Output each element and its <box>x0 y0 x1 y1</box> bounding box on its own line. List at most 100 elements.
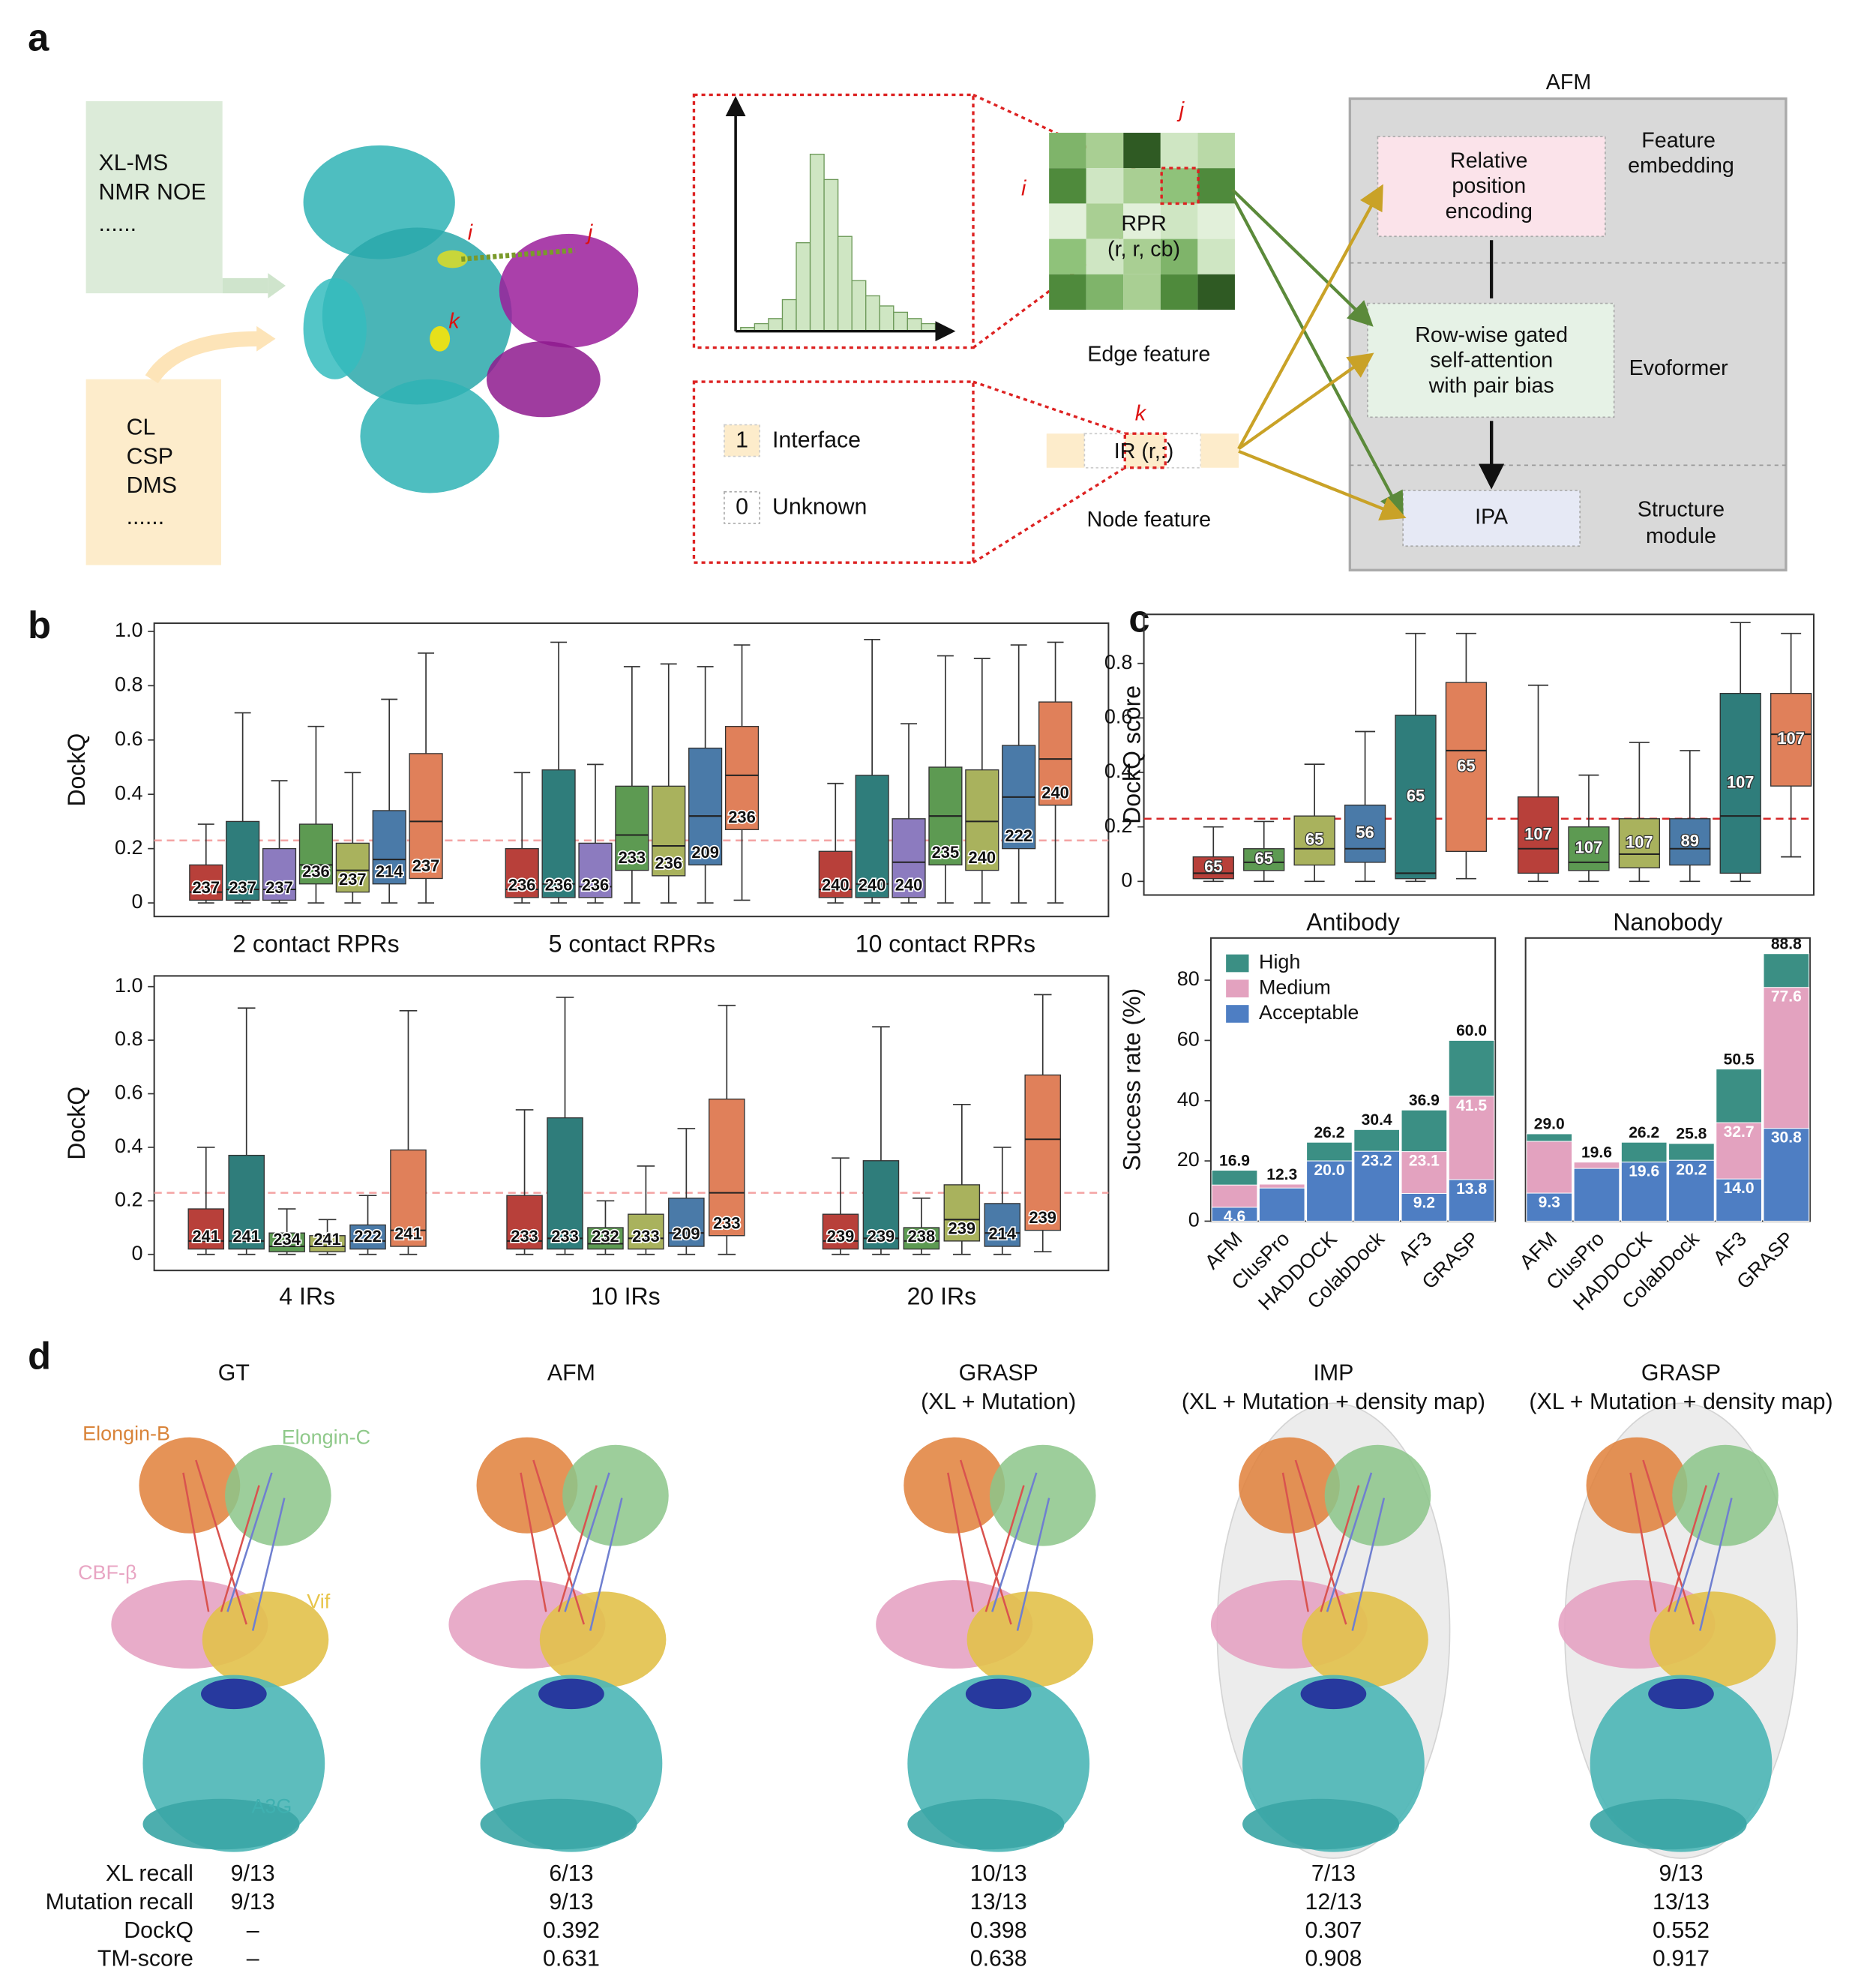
heatmap-cell <box>1197 203 1235 239</box>
y-tick-label: 1.0 <box>115 619 143 641</box>
value-label: 60.0 <box>1456 1022 1487 1039</box>
box <box>187 1208 225 1250</box>
y-tick-label: 0.4 <box>1104 760 1133 782</box>
protein-structure <box>303 145 639 493</box>
value-label: 50.5 <box>1724 1051 1755 1068</box>
heatmap-cell <box>1049 168 1086 204</box>
row-label: Mutation recall <box>46 1890 193 1915</box>
heatmap-cell <box>1197 133 1235 169</box>
box <box>855 775 889 898</box>
heatmap-cell <box>1123 133 1161 169</box>
column-title: GT <box>218 1360 250 1385</box>
bar <box>1526 1192 1573 1222</box>
count-label: 239 <box>948 1219 976 1237</box>
table-cell: 7/13 <box>1311 1861 1356 1886</box>
rpr-label: RPR <box>1121 212 1166 236</box>
count-label: 107 <box>1524 824 1552 843</box>
box <box>309 1235 346 1252</box>
count-label: 240 <box>1041 783 1069 802</box>
count-label: 239 <box>868 1227 895 1246</box>
value-label: 41.5 <box>1456 1097 1487 1114</box>
module-label: Relative <box>1450 148 1527 172</box>
heatmap-cell <box>1160 133 1198 169</box>
node-cell <box>1123 432 1167 469</box>
value-label: 13.8 <box>1456 1180 1487 1198</box>
code-label: Unknown <box>772 495 867 520</box>
heatmap-cell <box>1049 203 1086 239</box>
heatmap-cell <box>1160 274 1198 310</box>
input-label: ...... <box>98 211 136 236</box>
value-label: 32.7 <box>1724 1123 1755 1141</box>
edge-caption: Edge feature <box>1087 342 1210 366</box>
heatmap-cell <box>1160 238 1198 274</box>
histogram-bar <box>781 298 797 332</box>
ir-label: IR (r,:) <box>1114 439 1174 463</box>
value-label: 9.3 <box>1539 1194 1560 1211</box>
y-tick-label: 0 <box>1121 868 1132 891</box>
heatmap-cell <box>1049 274 1086 310</box>
box <box>587 1227 624 1250</box>
legend-label: Medium <box>1259 976 1331 998</box>
box <box>628 1213 664 1250</box>
highlight-cell <box>1160 166 1200 205</box>
box <box>335 842 370 893</box>
value-label: 23.1 <box>1409 1153 1440 1170</box>
count-label: 237 <box>229 878 256 897</box>
residue-index: k <box>1135 401 1147 425</box>
box <box>547 1117 583 1250</box>
box <box>862 1160 900 1250</box>
plot-frame <box>1209 937 1497 1222</box>
chart-title: Nanobody <box>1613 909 1722 936</box>
box <box>822 1213 859 1250</box>
feature-arrow <box>1231 188 1374 327</box>
y-tick-label: 0.4 <box>115 781 143 804</box>
group-label: 5 contact RPRs <box>549 930 715 957</box>
box <box>984 1203 1021 1247</box>
box <box>409 753 443 880</box>
y-tick-label: 0.6 <box>115 1081 143 1104</box>
chain-label: Elongin-B <box>82 1422 170 1444</box>
box <box>652 785 686 877</box>
heatmap-cell <box>1086 238 1124 274</box>
input-label: ...... <box>127 505 165 529</box>
table-cell: 10/13 <box>970 1861 1027 1886</box>
node-cell <box>1046 433 1085 468</box>
plot-frame <box>1143 613 1815 896</box>
y-tick-label: 0.6 <box>1104 705 1133 727</box>
bar <box>1448 1179 1495 1222</box>
input-box <box>85 100 223 294</box>
count-label: 241 <box>313 1230 341 1249</box>
count-label: 234 <box>273 1230 301 1249</box>
panel-label: a <box>28 16 49 58</box>
value-label: 26.2 <box>1314 1124 1344 1141</box>
module-box <box>1367 302 1615 418</box>
count-label: 236 <box>728 808 756 826</box>
module-label: Row-wise gated <box>1415 323 1568 347</box>
box <box>1024 1074 1061 1231</box>
structure-render <box>448 1436 670 1853</box>
chart-title: Antibody <box>1306 909 1400 936</box>
count-label: 222 <box>1005 826 1032 845</box>
count-label: 65 <box>1407 786 1425 805</box>
legend-swatch <box>1226 979 1249 998</box>
count-label: 236 <box>508 875 536 894</box>
chain-label: A3G <box>251 1795 292 1818</box>
count-label: 236 <box>582 875 610 894</box>
module-label: position <box>1452 174 1526 198</box>
code: 1 <box>736 427 748 452</box>
heatmap-cell <box>1197 274 1235 310</box>
table-cell: 9/13 <box>231 1861 275 1886</box>
value-label: 20.0 <box>1314 1162 1344 1179</box>
y-tick-label: 80 <box>1177 967 1200 990</box>
column-title: AFM <box>547 1360 595 1385</box>
heatmap-illustration <box>1049 133 1235 310</box>
count-label: 209 <box>691 843 719 862</box>
histogram-bar <box>851 280 867 332</box>
box <box>578 842 613 898</box>
count-label: 236 <box>655 853 682 872</box>
count-label: 65 <box>1457 757 1475 775</box>
bar <box>1716 1178 1762 1222</box>
table-cell: 0.908 <box>1305 1947 1362 1972</box>
structure-render <box>874 1436 1097 1853</box>
value-label: 12.3 <box>1266 1166 1297 1183</box>
